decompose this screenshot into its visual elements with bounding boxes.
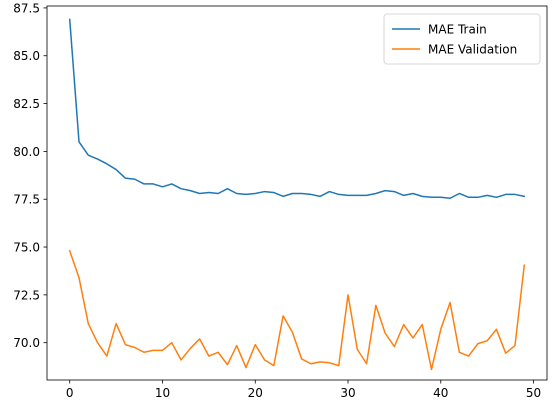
x-tick-label: 0 [66, 386, 74, 400]
plot-frame [46, 5, 548, 381]
y-axis: 70.0 72.5 75.0 77.5 80.0 82.5 85.0 87.5 [13, 1, 47, 350]
x-tick-label: 40 [433, 386, 448, 400]
x-axis: 0 10 20 30 40 50 [66, 380, 541, 400]
legend-box [383, 13, 541, 65]
series-line-validation [68, 249, 526, 371]
y-tick-label: 80.0 [13, 145, 40, 159]
y-tick-label: 87.5 [13, 1, 40, 15]
y-tick-label: 77.5 [13, 193, 40, 207]
y-tick-label: 82.5 [13, 97, 40, 111]
x-tick-label: 10 [155, 386, 170, 400]
y-tick-label: 70.0 [13, 336, 40, 350]
legend-label: MAE Validation [428, 43, 517, 57]
x-tick-label: 20 [248, 386, 263, 400]
plot-lines [68, 18, 526, 371]
legend-label: MAE Train [428, 23, 487, 37]
y-tick-label: 75.0 [13, 241, 40, 255]
y-tick-label: 72.5 [13, 288, 40, 302]
legend: MAE Train MAE Validation [383, 13, 541, 65]
y-tick-label: 85.0 [13, 49, 40, 63]
x-tick-label: 50 [526, 386, 541, 400]
x-tick-label: 30 [340, 386, 355, 400]
series-line-train [68, 18, 526, 200]
